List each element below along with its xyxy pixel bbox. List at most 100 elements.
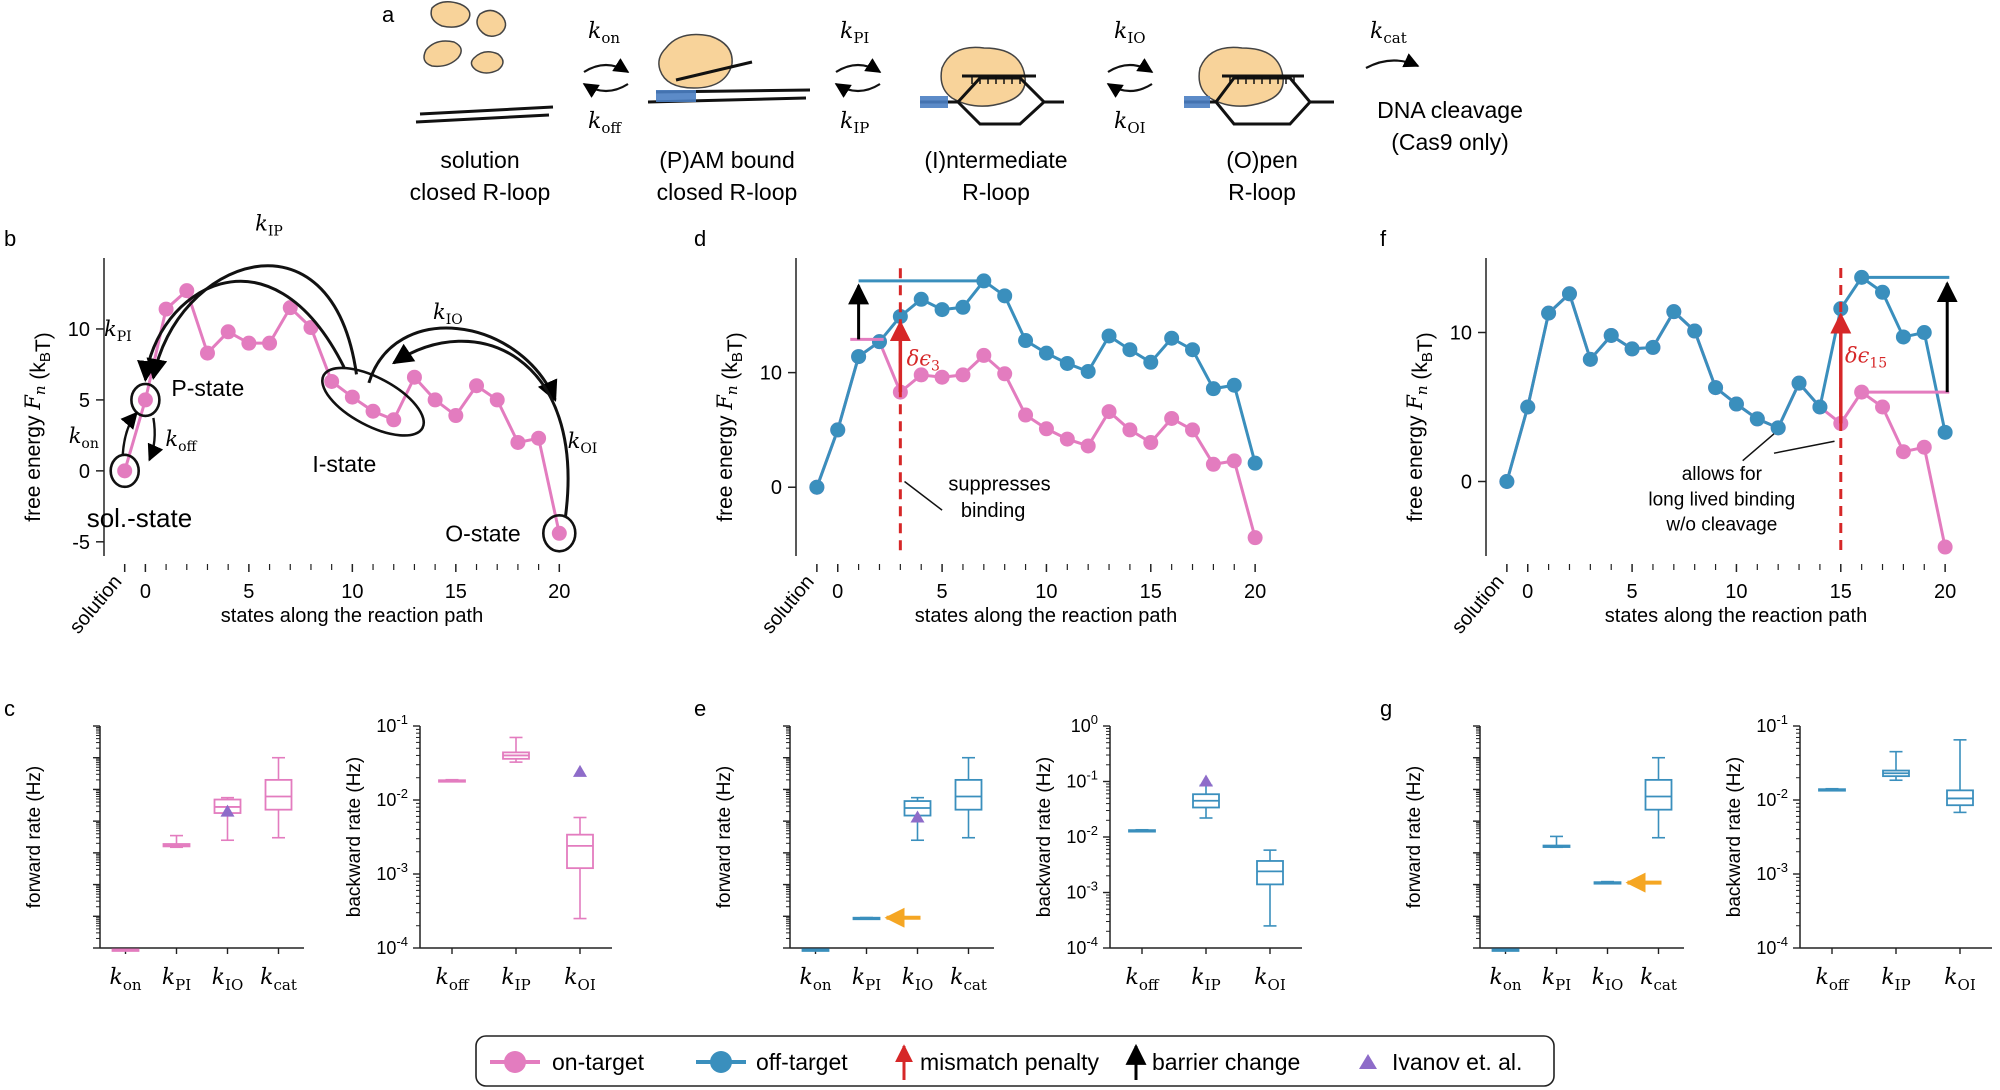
dna-strand bbox=[415, 113, 550, 124]
off-target-point bbox=[1059, 355, 1075, 371]
legend-off-target-marker bbox=[710, 1051, 732, 1073]
on-target-point bbox=[1143, 435, 1159, 451]
backward-arrow-icon bbox=[582, 83, 629, 98]
legend-mismatch-label: mismatch penalty bbox=[920, 1049, 1099, 1075]
y-tick-label: 10-4 bbox=[1066, 934, 1098, 958]
protein-blob bbox=[476, 9, 507, 37]
x-tick-label: kOI bbox=[564, 965, 596, 994]
on-target-point bbox=[1101, 404, 1117, 420]
y-tick-label: 10-4 bbox=[376, 934, 408, 958]
box bbox=[954, 778, 983, 811]
off-target-point bbox=[1770, 420, 1786, 436]
sol-state-label: sol.-state bbox=[87, 503, 192, 533]
state-caption: closed R-loop bbox=[410, 179, 551, 205]
on-target-point bbox=[303, 320, 319, 336]
on-target-point bbox=[448, 408, 464, 424]
x-tick-label: 15 bbox=[445, 581, 467, 603]
y-tick-label: 5 bbox=[79, 390, 90, 412]
kon-arrow-icon bbox=[120, 411, 138, 455]
ivanov-marker bbox=[573, 764, 587, 777]
x-tick-label: koff bbox=[1125, 965, 1159, 994]
off-target-point bbox=[1708, 380, 1724, 396]
y-tick-label: 10 bbox=[1450, 323, 1472, 345]
sol-state-circle bbox=[109, 453, 140, 489]
x-tick-label: 5 bbox=[1627, 581, 1638, 603]
on-target-point bbox=[1895, 444, 1911, 460]
kip-arrow-icon bbox=[146, 264, 358, 380]
kpi-arrow-icon bbox=[137, 279, 346, 382]
y-axis-label: forward rate (Hz) bbox=[714, 766, 735, 909]
x-tick-label: solution bbox=[1448, 571, 1509, 638]
off-target-point bbox=[1185, 342, 1201, 358]
box bbox=[566, 833, 594, 870]
off-target-point bbox=[830, 422, 846, 438]
guide-rna bbox=[675, 60, 753, 82]
y-tick-label: 10-3 bbox=[1066, 879, 1098, 903]
forward-arrow-icon bbox=[583, 58, 630, 73]
y-tick-label: 10-1 bbox=[376, 712, 408, 736]
panel-letter-b: b bbox=[4, 226, 16, 251]
state-caption: solution bbox=[440, 147, 519, 173]
dna-strand bbox=[419, 105, 554, 116]
x-tick-label: 0 bbox=[832, 581, 843, 603]
y-tick-label: 0 bbox=[79, 461, 90, 483]
protein-blob bbox=[430, 1, 471, 28]
rate-label: kon bbox=[588, 19, 620, 47]
annotation-pointer bbox=[1742, 433, 1775, 462]
box bbox=[264, 778, 293, 811]
y-tick-label: 10-2 bbox=[1066, 823, 1098, 847]
off-target-point bbox=[1624, 341, 1640, 357]
kio-arrow-icon bbox=[367, 326, 558, 402]
pam-site bbox=[1184, 96, 1210, 108]
legend-on-target-label: on-target bbox=[552, 1049, 645, 1075]
x-tick-label: 15 bbox=[1140, 581, 1162, 603]
panel-g-backward: 10-4 10-3 10-2 10-1 backward rate (Hz) koff kI… bbox=[1724, 712, 1992, 994]
on-target-point bbox=[489, 392, 505, 408]
rate-label: kcat bbox=[1370, 19, 1407, 47]
off-target-point bbox=[955, 299, 971, 315]
off-target-point bbox=[1812, 399, 1828, 415]
x-tick-label: kcat bbox=[1640, 965, 1677, 994]
x-tick-label: 0 bbox=[1522, 581, 1533, 603]
x-tick-label: kIP bbox=[1881, 965, 1910, 994]
x-tick-label: 20 bbox=[1244, 581, 1266, 603]
legend-ivanov-label: Ivanov et. al. bbox=[1392, 1049, 1522, 1075]
y-tick-label: -5 bbox=[72, 532, 90, 554]
on-target-point bbox=[179, 283, 195, 299]
cleavage-caption: (Cas9 only) bbox=[1391, 129, 1509, 155]
rate-label: kIO bbox=[1114, 19, 1146, 47]
protein-blob bbox=[658, 33, 733, 89]
on-target-point bbox=[137, 392, 153, 408]
on-target-point bbox=[1018, 407, 1034, 423]
y-axis-label: backward rate (Hz) bbox=[1724, 757, 1745, 918]
on-target-point bbox=[1205, 456, 1221, 472]
box bbox=[1644, 778, 1673, 811]
legend-frame bbox=[475, 1035, 1555, 1087]
kon-label: kon bbox=[69, 424, 99, 452]
p-state-label: P-state bbox=[171, 375, 244, 401]
x-tick-label: 10 bbox=[1725, 581, 1747, 603]
x-tick-label: kcat bbox=[950, 965, 987, 994]
ivanov-marker bbox=[910, 810, 925, 823]
panel-letter-d: d bbox=[694, 226, 706, 251]
off-target-point bbox=[1687, 323, 1703, 339]
state-caption: (P)AM bound bbox=[659, 147, 795, 173]
reversible-arrow: kIO kOI bbox=[1106, 19, 1154, 137]
pam-site bbox=[920, 96, 948, 108]
y-axis-label: forward rate (Hz) bbox=[1404, 766, 1425, 909]
legend-ivanov-triangle-icon bbox=[1359, 1054, 1377, 1069]
x-tick-label: kon bbox=[799, 965, 831, 994]
panel-e-forward: forward rate (Hz) kon kPI kIO kcat bbox=[714, 725, 994, 994]
off-target-point bbox=[1895, 329, 1911, 345]
on-target-point bbox=[1164, 410, 1180, 426]
legend-on-target-marker bbox=[504, 1051, 526, 1073]
off-target-line bbox=[1505, 275, 1947, 482]
p-state-circle bbox=[130, 382, 161, 418]
on-target-point bbox=[1937, 539, 1953, 555]
off-target-point bbox=[1749, 411, 1765, 427]
x-axis-label: states along the reaction path bbox=[915, 605, 1177, 627]
mismatch-penalty-label: δϵ3 bbox=[907, 347, 940, 375]
on-target-point bbox=[531, 430, 547, 446]
koi-arrow-icon bbox=[391, 339, 570, 517]
